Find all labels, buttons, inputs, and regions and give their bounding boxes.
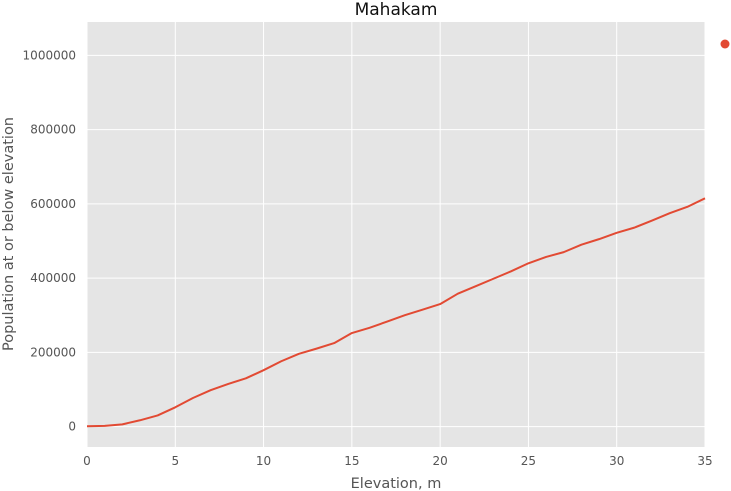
y-tick-label: 1000000: [23, 48, 76, 62]
y-tick-label: 800000: [30, 123, 76, 137]
x-tick-label: 10: [256, 454, 271, 468]
x-tick-label: 35: [697, 454, 712, 468]
chart-title: Mahakam: [355, 0, 438, 20]
legend-marker: [720, 39, 730, 49]
y-axis-label: Population at or below elevation: [1, 117, 17, 351]
grid-lines: [86, 22, 706, 447]
x-axis-ticks: 0 5 10 15 20 25 30 35: [83, 454, 712, 468]
series-layer: [86, 197, 706, 428]
y-tick-label: 400000: [30, 271, 76, 285]
x-tick-label: 25: [521, 454, 536, 468]
x-tick-label: 5: [171, 454, 179, 468]
x-tick-label: 20: [433, 454, 448, 468]
x-tick-label: 30: [609, 454, 624, 468]
plot-background: [87, 22, 705, 447]
y-axis-ticks: 0 200000 400000 600000 800000 1000000: [23, 48, 76, 433]
y-tick-label: 200000: [30, 345, 76, 359]
y-tick-label: 0: [68, 420, 76, 434]
x-tick-label: 0: [83, 454, 91, 468]
x-tick-label: 15: [344, 454, 359, 468]
y-tick-label: 600000: [30, 197, 76, 211]
series-line: [86, 197, 706, 428]
x-axis-label: Elevation, m: [351, 476, 442, 491]
